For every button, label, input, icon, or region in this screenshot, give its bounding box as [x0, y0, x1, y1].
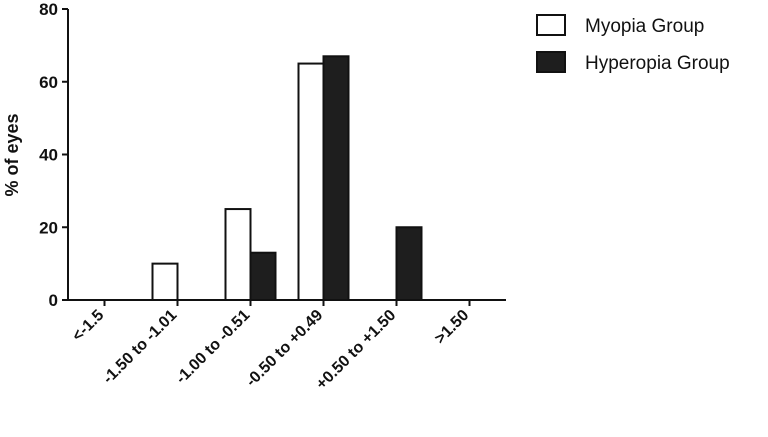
- x-tick-label: <-1.5: [69, 307, 107, 345]
- y-tick-label: 0: [49, 291, 58, 310]
- y-tick-label: 40: [39, 146, 58, 165]
- y-tick-label: 20: [39, 218, 58, 237]
- bar: [395, 226, 423, 301]
- legend-swatch: [536, 51, 566, 73]
- x-tick-label: >1.50: [432, 307, 473, 348]
- bar: [151, 262, 179, 301]
- y-tick-label: 80: [39, 0, 58, 19]
- y-tick-label: 60: [39, 73, 58, 92]
- x-tick-label: -1.50 to -1.01: [100, 307, 181, 388]
- x-tick-label: +0.50 to +1.50: [313, 307, 399, 393]
- y-axis-label: % of eyes: [2, 113, 22, 196]
- legend-swatch: [536, 14, 566, 36]
- bar: [322, 55, 350, 301]
- bar: [249, 251, 277, 301]
- x-tick-label: -1.00 to -0.51: [173, 307, 254, 388]
- legend-label: Myopia Group: [585, 16, 704, 37]
- x-tick-label: -0.50 to +0.49: [243, 307, 326, 390]
- legend-label: Hyperopia Group: [585, 53, 730, 74]
- bar: [297, 62, 325, 301]
- bar: [224, 208, 252, 301]
